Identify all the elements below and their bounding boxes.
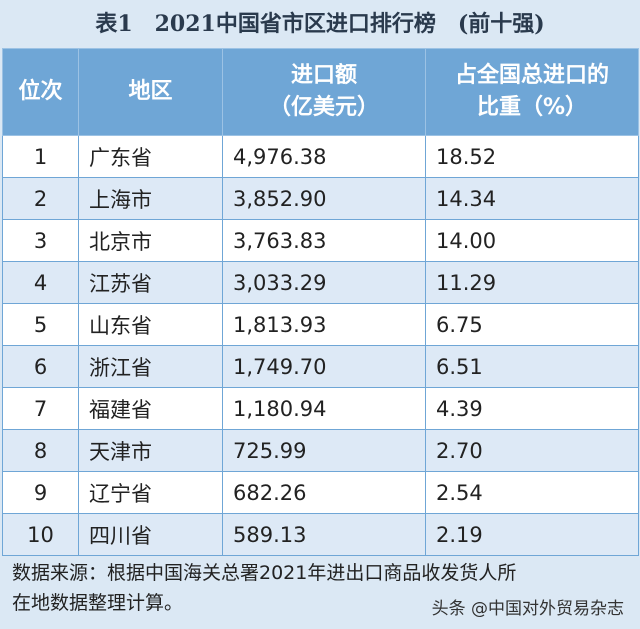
- table-cell: 5: [2, 303, 79, 346]
- table-cell: 浙江省: [78, 345, 223, 388]
- table-cell: 1,749.70: [222, 345, 426, 388]
- table-cell: 福建省: [78, 387, 223, 430]
- table-cell: 4,976.38: [222, 135, 426, 178]
- table-row: 10 四川省 589.13 2.19: [2, 513, 639, 556]
- header-line: 比重（%）: [476, 95, 588, 120]
- table-cell: 天津市: [78, 429, 223, 472]
- table-cell: 山东省: [78, 303, 223, 346]
- table-cell: 广东省: [78, 135, 223, 178]
- header-line: （亿美元）: [268, 95, 379, 120]
- table-cell: 2: [2, 177, 79, 220]
- table-row: 4 江苏省 3,033.29 11.29: [2, 261, 639, 304]
- table-cell: 2.19: [425, 513, 639, 556]
- table-cell: 北京市: [78, 219, 223, 262]
- header-line: 占全国总进口的: [454, 63, 609, 88]
- table-cell: 2.54: [425, 471, 639, 514]
- table-cell: 江苏省: [78, 261, 223, 304]
- table-row: 7 福建省 1,180.94 4.39: [2, 387, 639, 430]
- footnote: 数据来源：根据中国海关总署2021年进出口商品收发货人所 在地数据整理计算。: [12, 558, 516, 618]
- table-cell: 589.13: [222, 513, 426, 556]
- column-header: 占全国总进口的 比重（%）: [425, 48, 639, 136]
- table-cell: 2.70: [425, 429, 639, 472]
- table-cell: 3,763.83: [222, 219, 426, 262]
- column-header: 地区: [78, 48, 223, 136]
- table-cell: 11.29: [425, 261, 639, 304]
- table-row: 2 上海市 3,852.90 14.34: [2, 177, 639, 220]
- header-line: 地区: [128, 79, 173, 104]
- table-cell: 辽宁省: [78, 471, 223, 514]
- table-cell: 3: [2, 219, 79, 262]
- table-cell: 4.39: [425, 387, 639, 430]
- table-cell: 14.34: [425, 177, 639, 220]
- header-line: 进口额: [290, 63, 357, 88]
- table-cell: 18.52: [425, 135, 639, 178]
- table-row: 1 广东省 4,976.38 18.52: [2, 135, 639, 178]
- table-row: 3 北京市 3,763.83 14.00: [2, 219, 639, 262]
- watermark: 头条 @中国对外贸易杂志: [431, 599, 624, 619]
- table-row: 9 辽宁省 682.26 2.54: [2, 471, 639, 514]
- table-cell: 8: [2, 429, 79, 472]
- table-row: 6 浙江省 1,749.70 6.51: [2, 345, 639, 388]
- column-header: 进口额 （亿美元）: [222, 48, 426, 136]
- footnote-line: 在地数据整理计算。: [12, 592, 184, 614]
- table-cell: 6.51: [425, 345, 639, 388]
- table-cell: 3,852.90: [222, 177, 426, 220]
- table-cell: 725.99: [222, 429, 426, 472]
- footnote-line: 数据来源：根据中国海关总署2021年进出口商品收发货人所: [12, 562, 517, 584]
- table-cell: 4: [2, 261, 79, 304]
- table-cell: 14.00: [425, 219, 639, 262]
- table-title: 表1 2021中国省市区进口排行榜 (前十强): [95, 11, 545, 37]
- table-cell: 10: [2, 513, 79, 556]
- table-row: 5 山东省 1,813.93 6.75: [2, 303, 639, 346]
- table: 位次 地区 进口额 （亿美元） 占全国总进口的 比重（%） 1 广东省 4,976.38 18.…: [2, 48, 639, 556]
- table-cell: 1: [2, 135, 79, 178]
- column-header: 位次: [2, 48, 79, 136]
- table-cell: 1,813.93: [222, 303, 426, 346]
- table-cell: 1,180.94: [222, 387, 426, 430]
- table-cell: 7: [2, 387, 79, 430]
- table-cell: 四川省: [78, 513, 223, 556]
- table-cell: 3,033.29: [222, 261, 426, 304]
- table-body: 1 广东省 4,976.38 18.52 2 上海市 3,852.90 14.34 3 北京市 3,…: [2, 135, 639, 556]
- table-cell: 9: [2, 471, 79, 514]
- table-row: 8 天津市 725.99 2.70: [2, 429, 639, 472]
- header-line: 位次: [18, 79, 63, 104]
- table-cell: 6: [2, 345, 79, 388]
- table-cell: 上海市: [78, 177, 223, 220]
- table-cell: 6.75: [425, 303, 639, 346]
- table-cell: 682.26: [222, 471, 426, 514]
- header-row: 位次 地区 进口额 （亿美元） 占全国总进口的 比重（%）: [2, 48, 639, 136]
